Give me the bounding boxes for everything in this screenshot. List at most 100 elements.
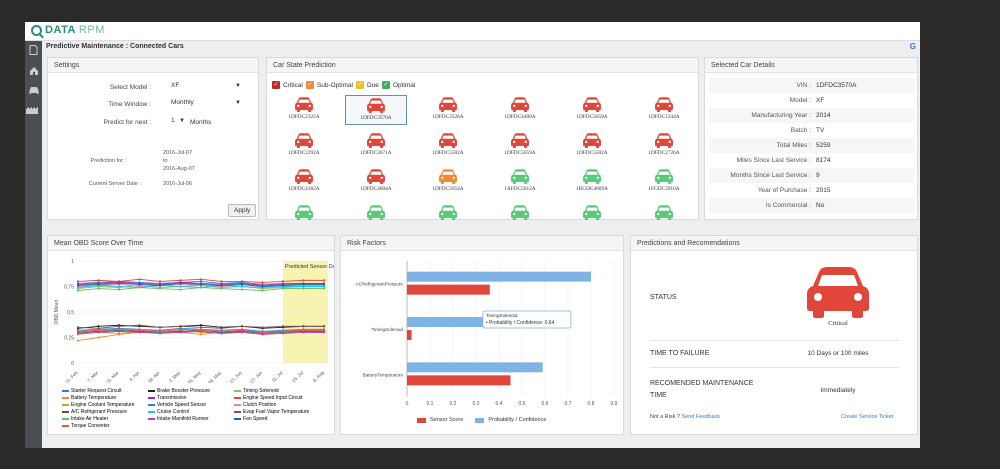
car-tile[interactable]: 1DFDC4804A [345, 167, 407, 197]
series-point [240, 280, 244, 283]
car-tile[interactable]: 1DFDC5659A [489, 131, 551, 161]
model-select[interactable]: XF ▼ [171, 82, 243, 93]
legend-swatch [148, 390, 155, 392]
factory-icon[interactable] [26, 106, 40, 117]
car-tile[interactable]: 1AFDC5012A [489, 167, 551, 197]
apply-button[interactable]: Apply [228, 204, 257, 217]
prediction-from: 2016-Jul-07 [163, 150, 193, 156]
legend-item[interactable]: Brake Booster Pressure [148, 388, 210, 394]
series-point [240, 283, 244, 286]
car-tile[interactable]: 1FGDC3910A [633, 167, 695, 197]
legend-item[interactable]: Intake Manifold Runner [148, 416, 209, 422]
car-icon[interactable] [28, 86, 39, 97]
predict-unit: Months [190, 119, 212, 126]
series-point [199, 278, 203, 281]
detail-row: VIN : 1DFDC3570A [709, 78, 914, 93]
car-tile[interactable]: 1DFDC2726A [633, 131, 695, 161]
series-point [138, 278, 141, 281]
risk-legend: Sensor Score Probability / Confidence [417, 417, 546, 423]
risk-panel: Risk Factors 0 0.1 0.2 0.3 0.4 0.5 0.6 0.7 0.8 0.… [340, 235, 624, 435]
car-tile[interactable]: 1DFDC1244A [633, 95, 695, 125]
car-id: 1DFDC5659A [576, 114, 608, 120]
tooltip-text: • Probability / Confidence: 0.64 [486, 320, 555, 326]
car-tile[interactable]: 1DFDC4182A [273, 167, 335, 197]
legend-item[interactable]: Timing Solenoid [234, 388, 279, 394]
series-point [117, 330, 121, 333]
car-tile[interactable]: 1DFDC5054A [417, 167, 479, 197]
checkbox-due[interactable]: ✓ [356, 81, 364, 89]
legend-swatch [62, 397, 69, 399]
car-tile[interactable]: 1DFDC5502A [417, 131, 479, 161]
car-tile[interactable] [345, 203, 407, 233]
create-ticket-link[interactable]: Create Service Ticket [841, 414, 894, 420]
car-tile[interactable] [561, 203, 623, 233]
series-point [138, 331, 141, 334]
legend-item[interactable]: A/C Refrigerant Pressure [62, 409, 127, 415]
details-panel: Selected Car Details VIN : 1DFDC3570A Mode… [704, 57, 918, 220]
predicted-label: Predicted Sensor Data [285, 264, 334, 270]
legend-swatch [234, 404, 241, 406]
legend-item[interactable]: Intake Air Heater [62, 416, 108, 422]
prediction-for-label: Prediction for : [90, 158, 126, 164]
legend-item[interactable]: Engine Coolant Temperature [62, 402, 135, 408]
home-icon[interactable] [28, 66, 39, 77]
obd-panel: Mean OBD Score Over Time Predicted Senso… [47, 235, 335, 435]
car-tile[interactable] [489, 203, 551, 233]
document-icon[interactable] [28, 45, 39, 56]
car-tile[interactable]: 1DFDC2292A [273, 131, 335, 161]
legend-item[interactable]: Transmission [148, 395, 187, 401]
detail-label: Is Commercial : [765, 202, 811, 209]
series-point [302, 285, 305, 288]
legend-swatch [234, 411, 241, 413]
car-tile[interactable] [273, 203, 335, 233]
series-point [240, 325, 244, 328]
legend-item[interactable]: Starter Request Circuit [62, 388, 122, 394]
predict-select[interactable]: 1 ▼ [171, 117, 187, 128]
car-tile[interactable]: 1DFDC5502A [561, 131, 623, 161]
checkbox-optimal[interactable]: ✓ [381, 81, 390, 89]
car-tile[interactable]: 1BGDC4609A [561, 167, 623, 197]
car-tile[interactable] [633, 203, 695, 233]
obd-legend: Starter Request Circuit Brake Booster Pre… [62, 388, 332, 433]
car-tile[interactable]: 1DFDC3671A [345, 131, 407, 161]
series-point [281, 284, 285, 287]
series-point [322, 329, 326, 332]
legend-item[interactable]: Clutch Position [234, 402, 276, 408]
legend-item[interactable]: Vehicle Speed Sensor [148, 402, 206, 408]
y-tick-label: 0.5 [67, 310, 74, 316]
detail-label: Months Since Last Service : [730, 172, 811, 179]
x-tick-label: 18. Apr [147, 370, 161, 383]
divider [650, 340, 900, 341]
legend-item[interactable]: Battery Temperature [62, 395, 116, 401]
checkbox-suboptimal[interactable]: ✓ [305, 81, 314, 89]
series-point [76, 284, 80, 287]
checkbox-critical[interactable]: ✓ [272, 81, 280, 89]
window-select[interactable]: Monthly ▼ [171, 99, 243, 110]
legend-due: Due [367, 81, 379, 89]
help-icon[interactable]: G [909, 42, 916, 51]
car-tile[interactable]: 1DFDC5659A [561, 95, 623, 125]
car-tile[interactable]: 1DFDC3570A [345, 95, 407, 125]
legend-item[interactable]: Cruise Control [148, 409, 189, 415]
detail-value: 8174 [816, 157, 831, 164]
status-label: STATUS [650, 294, 677, 301]
send-feedback-link[interactable]: Send Feedback [681, 414, 721, 420]
maint-label-2: TIME [650, 392, 667, 399]
bar-probability [407, 317, 555, 327]
legend-item[interactable]: Evap Fuel Vapor Temperature [234, 409, 309, 415]
legend-item[interactable]: Torque Converter [62, 423, 110, 429]
car-id: 1DFDC4804A [360, 186, 392, 192]
series-point [322, 287, 326, 290]
car-tile[interactable]: 1DFDC3526A [417, 95, 479, 125]
car-state-panel: Car State Prediction ✓ Critical ✓ Sub-Op… [266, 57, 699, 220]
car-tile[interactable]: 1DFDC4480A [489, 95, 551, 125]
legend-item[interactable]: Fan Speed [234, 416, 267, 422]
car-tile[interactable] [417, 203, 479, 233]
series-point [322, 283, 326, 286]
car-icon [367, 98, 385, 113]
legend-item[interactable]: Engine Speed Input Circuit [234, 395, 302, 401]
series-point [179, 285, 182, 288]
series-point [97, 325, 100, 328]
car-tile[interactable]: 1DFDC2325A [273, 95, 335, 125]
logo[interactable]: DATA RPM [31, 24, 105, 36]
